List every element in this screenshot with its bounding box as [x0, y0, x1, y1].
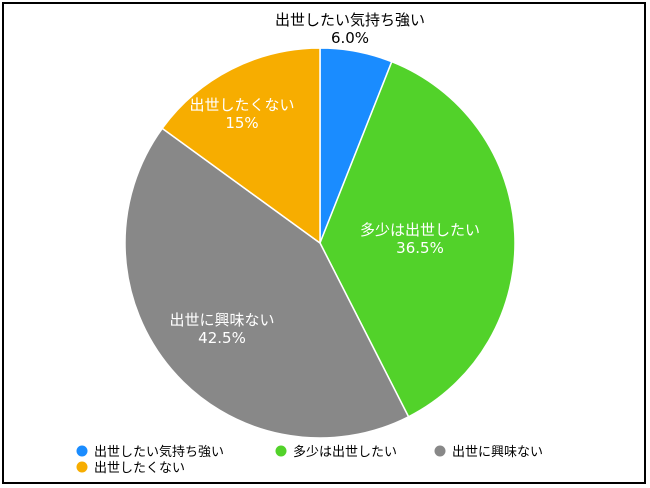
legend-label-4: 出世したくない [94, 461, 185, 476]
legend-label-2: 多少は出世したい [293, 444, 397, 460]
legend-label-3: 出世に興味ない [452, 445, 543, 460]
slice-4-label: 出世したくない [189, 96, 294, 114]
slice-2-value: 36.5% [396, 239, 444, 257]
legend-marker-3 [434, 445, 446, 457]
slice-3 [124, 127, 410, 439]
pie-slices [124, 47, 516, 439]
slice-4 [161, 47, 321, 245]
legend-marker-2 [275, 445, 287, 457]
legend-marker-4 [76, 461, 88, 473]
slice-1-label: 出世したい気持ち強い [275, 11, 425, 29]
slice-2-label: 多少は出世したい [360, 221, 480, 239]
slice-3-label: 出世に興味ない [169, 311, 274, 329]
legend-marker-1 [76, 445, 88, 457]
slice-3-value: 42.5% [198, 329, 246, 347]
slice-1-value: 6.0% [331, 29, 369, 47]
slice-4-value: 15% [225, 114, 258, 132]
slice-2 [319, 60, 516, 418]
legend-label-1: 出世したい気持ち強い [94, 444, 224, 460]
